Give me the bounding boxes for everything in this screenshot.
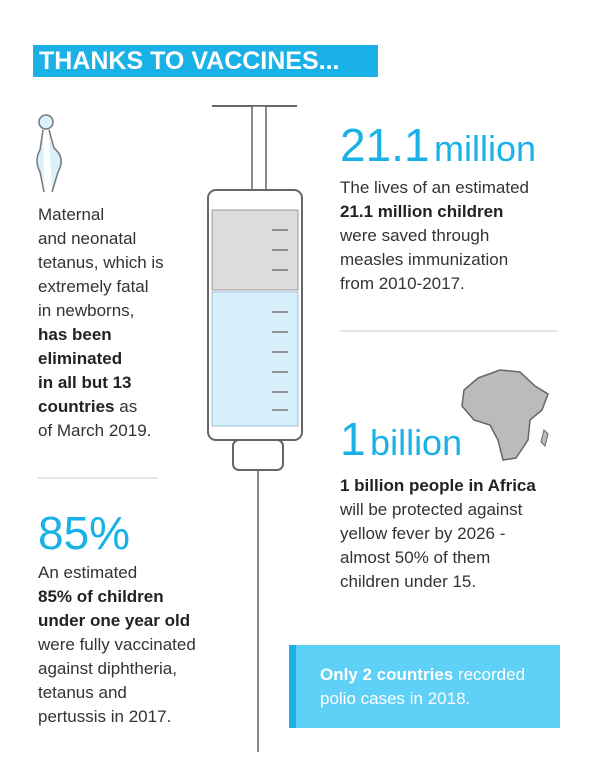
measles-text: The lives of an estimated 21.1 million c…	[340, 176, 529, 296]
line: 21.1 million children	[340, 200, 529, 224]
text: 21.1 million children	[340, 202, 504, 221]
stat: 1	[340, 413, 366, 465]
line: polio cases in 2018.	[320, 687, 560, 711]
text: almost 50% of them	[340, 548, 491, 567]
africa-stat: 1 billion	[340, 412, 462, 466]
stat-unit: billion	[370, 422, 463, 463]
line: tetanus and	[38, 681, 196, 705]
line: in all but 13	[38, 371, 164, 395]
text: of March 2019.	[38, 421, 152, 440]
line: 85% of children	[38, 585, 196, 609]
text: and neonatal	[38, 229, 137, 248]
line: yellow fever by 2026 -	[340, 522, 536, 546]
line: from 2010-2017.	[340, 272, 529, 296]
line: were saved through	[340, 224, 529, 248]
text: against diphtheria,	[38, 659, 177, 678]
text: will be protected against	[340, 500, 523, 519]
text: measles immunization	[340, 250, 509, 269]
text: polio cases in 2018.	[320, 689, 471, 708]
line: against diphtheria,	[38, 657, 196, 681]
text: 85% of children	[38, 587, 164, 606]
text: children under 15.	[340, 572, 477, 591]
line: Maternal	[38, 203, 164, 227]
pregnant-icon	[36, 114, 62, 193]
line: has been	[38, 323, 164, 347]
line: eliminated	[38, 347, 164, 371]
line: were fully vaccinated	[38, 633, 196, 657]
text: under one year old	[38, 611, 191, 630]
text: countries	[38, 397, 115, 416]
text: were saved through	[340, 226, 490, 245]
line: measles immunization	[340, 248, 529, 272]
line: extremely fatal	[38, 275, 164, 299]
stat: 21.1	[340, 119, 430, 171]
text: has been	[38, 325, 112, 344]
line: under one year old	[38, 609, 196, 633]
text: The lives of an estimated	[340, 178, 529, 197]
africa-map	[461, 369, 549, 461]
line: An estimated	[38, 561, 196, 585]
measles-stat: 21.1 million	[340, 118, 536, 172]
line: children under 15.	[340, 570, 536, 594]
text: Only 2 countries	[320, 665, 454, 684]
text: in all but 13	[38, 373, 132, 392]
syringe	[207, 105, 303, 752]
africa-text: 1 billion people in Africa will be prote…	[340, 474, 536, 594]
text: recorded	[453, 665, 526, 684]
text: were fully vaccinated	[38, 635, 196, 654]
text: as	[114, 397, 138, 416]
text: in newborns,	[38, 301, 135, 320]
stat: 85%	[38, 507, 131, 559]
line: tetanus, which is	[38, 251, 164, 275]
children-text: An estimated 85% of children under one y…	[38, 561, 196, 729]
text: Maternal	[38, 205, 105, 224]
text: eliminated	[38, 349, 123, 368]
text: pertussis in 2017.	[38, 707, 172, 726]
line: countries as	[38, 395, 164, 419]
line: in newborns,	[38, 299, 164, 323]
text: An estimated	[38, 563, 138, 582]
line: pertussis in 2017.	[38, 705, 196, 729]
stat-unit: million	[433, 128, 537, 169]
line: 1 billion people in Africa	[340, 474, 536, 498]
madagascar	[540, 429, 549, 447]
line: of March 2019.	[38, 419, 164, 443]
polio-box: Only 2 countries recorded polio cases in…	[289, 645, 560, 728]
line: will be protected against	[340, 498, 536, 522]
text: extremely fatal	[38, 277, 149, 296]
line: Only 2 countries recorded	[320, 663, 560, 687]
text: tetanus, which is	[38, 253, 164, 272]
title: THANKS TO VACCINES...	[33, 45, 378, 77]
children-stat: 85%	[38, 506, 130, 560]
line: The lives of an estimated	[340, 176, 529, 200]
text: tetanus and	[38, 683, 127, 702]
line: almost 50% of them	[340, 546, 536, 570]
line: and neonatal	[38, 227, 164, 251]
text: 1 billion people in Africa	[340, 476, 536, 495]
text: yellow fever by 2026 -	[340, 524, 506, 543]
maternal-text: Maternal and neonatal tetanus, which is …	[38, 203, 164, 443]
polio-text: Only 2 countries recorded polio cases in…	[296, 645, 560, 711]
text: from 2010-2017.	[340, 274, 465, 293]
